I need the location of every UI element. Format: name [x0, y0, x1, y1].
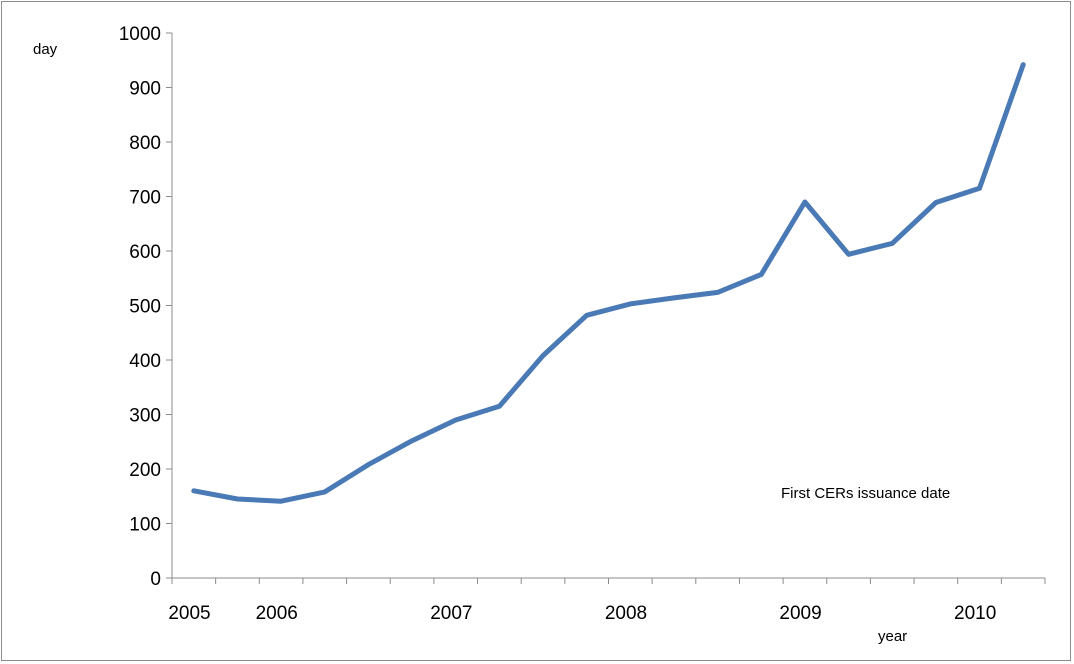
y-tick-label: 700	[129, 188, 161, 209]
data-point	[846, 252, 851, 257]
data-point	[890, 241, 895, 246]
data-point	[977, 186, 982, 191]
series-group	[191, 62, 1026, 504]
data-point	[497, 404, 502, 409]
data-point	[235, 497, 240, 501]
data-point	[802, 200, 807, 204]
data-point	[410, 438, 415, 443]
y-tick-label: 600	[129, 242, 161, 263]
x-tick-label: 2006	[256, 603, 298, 624]
series-line	[191, 62, 1026, 504]
y-tick-label: 800	[129, 133, 161, 154]
x-tick-label: 2009	[779, 603, 821, 624]
data-point	[322, 489, 327, 494]
y-axis-title: day	[33, 41, 58, 58]
y-tick-label: 400	[129, 351, 161, 372]
x-axis-title: year	[878, 628, 907, 645]
data-point	[628, 301, 633, 306]
chart-annotation: First CERs issuance date	[781, 485, 950, 502]
y-tick-label: 900	[129, 79, 161, 100]
y-tick-label: 100	[129, 515, 161, 536]
y-tick-label: 1000	[119, 24, 161, 45]
y-tick-label: 200	[129, 460, 161, 481]
y-tick-label: 0	[150, 569, 161, 590]
data-point	[1021, 62, 1026, 67]
y-ticks: 0 100 200 300 400 500 600 700 800 900 1000	[119, 24, 172, 590]
data-point	[715, 290, 720, 295]
data-point	[279, 499, 284, 504]
y-tick-label: 500	[129, 297, 161, 318]
data-point	[933, 200, 938, 205]
data-point	[584, 313, 589, 318]
data-point	[366, 462, 371, 467]
data-point	[191, 488, 196, 493]
data-point	[453, 418, 458, 422]
x-tick-label: 2005	[168, 603, 210, 624]
x-tick-label: 2010	[954, 603, 996, 624]
x-ticks: 2005 2006 2007 2008 2009 2010	[168, 578, 1046, 624]
y-tick-label: 300	[129, 406, 161, 427]
data-point	[672, 295, 676, 300]
data-point	[541, 353, 545, 358]
x-tick-label: 2007	[430, 603, 472, 624]
data-point	[759, 272, 764, 277]
x-tick-label: 2008	[605, 603, 647, 624]
